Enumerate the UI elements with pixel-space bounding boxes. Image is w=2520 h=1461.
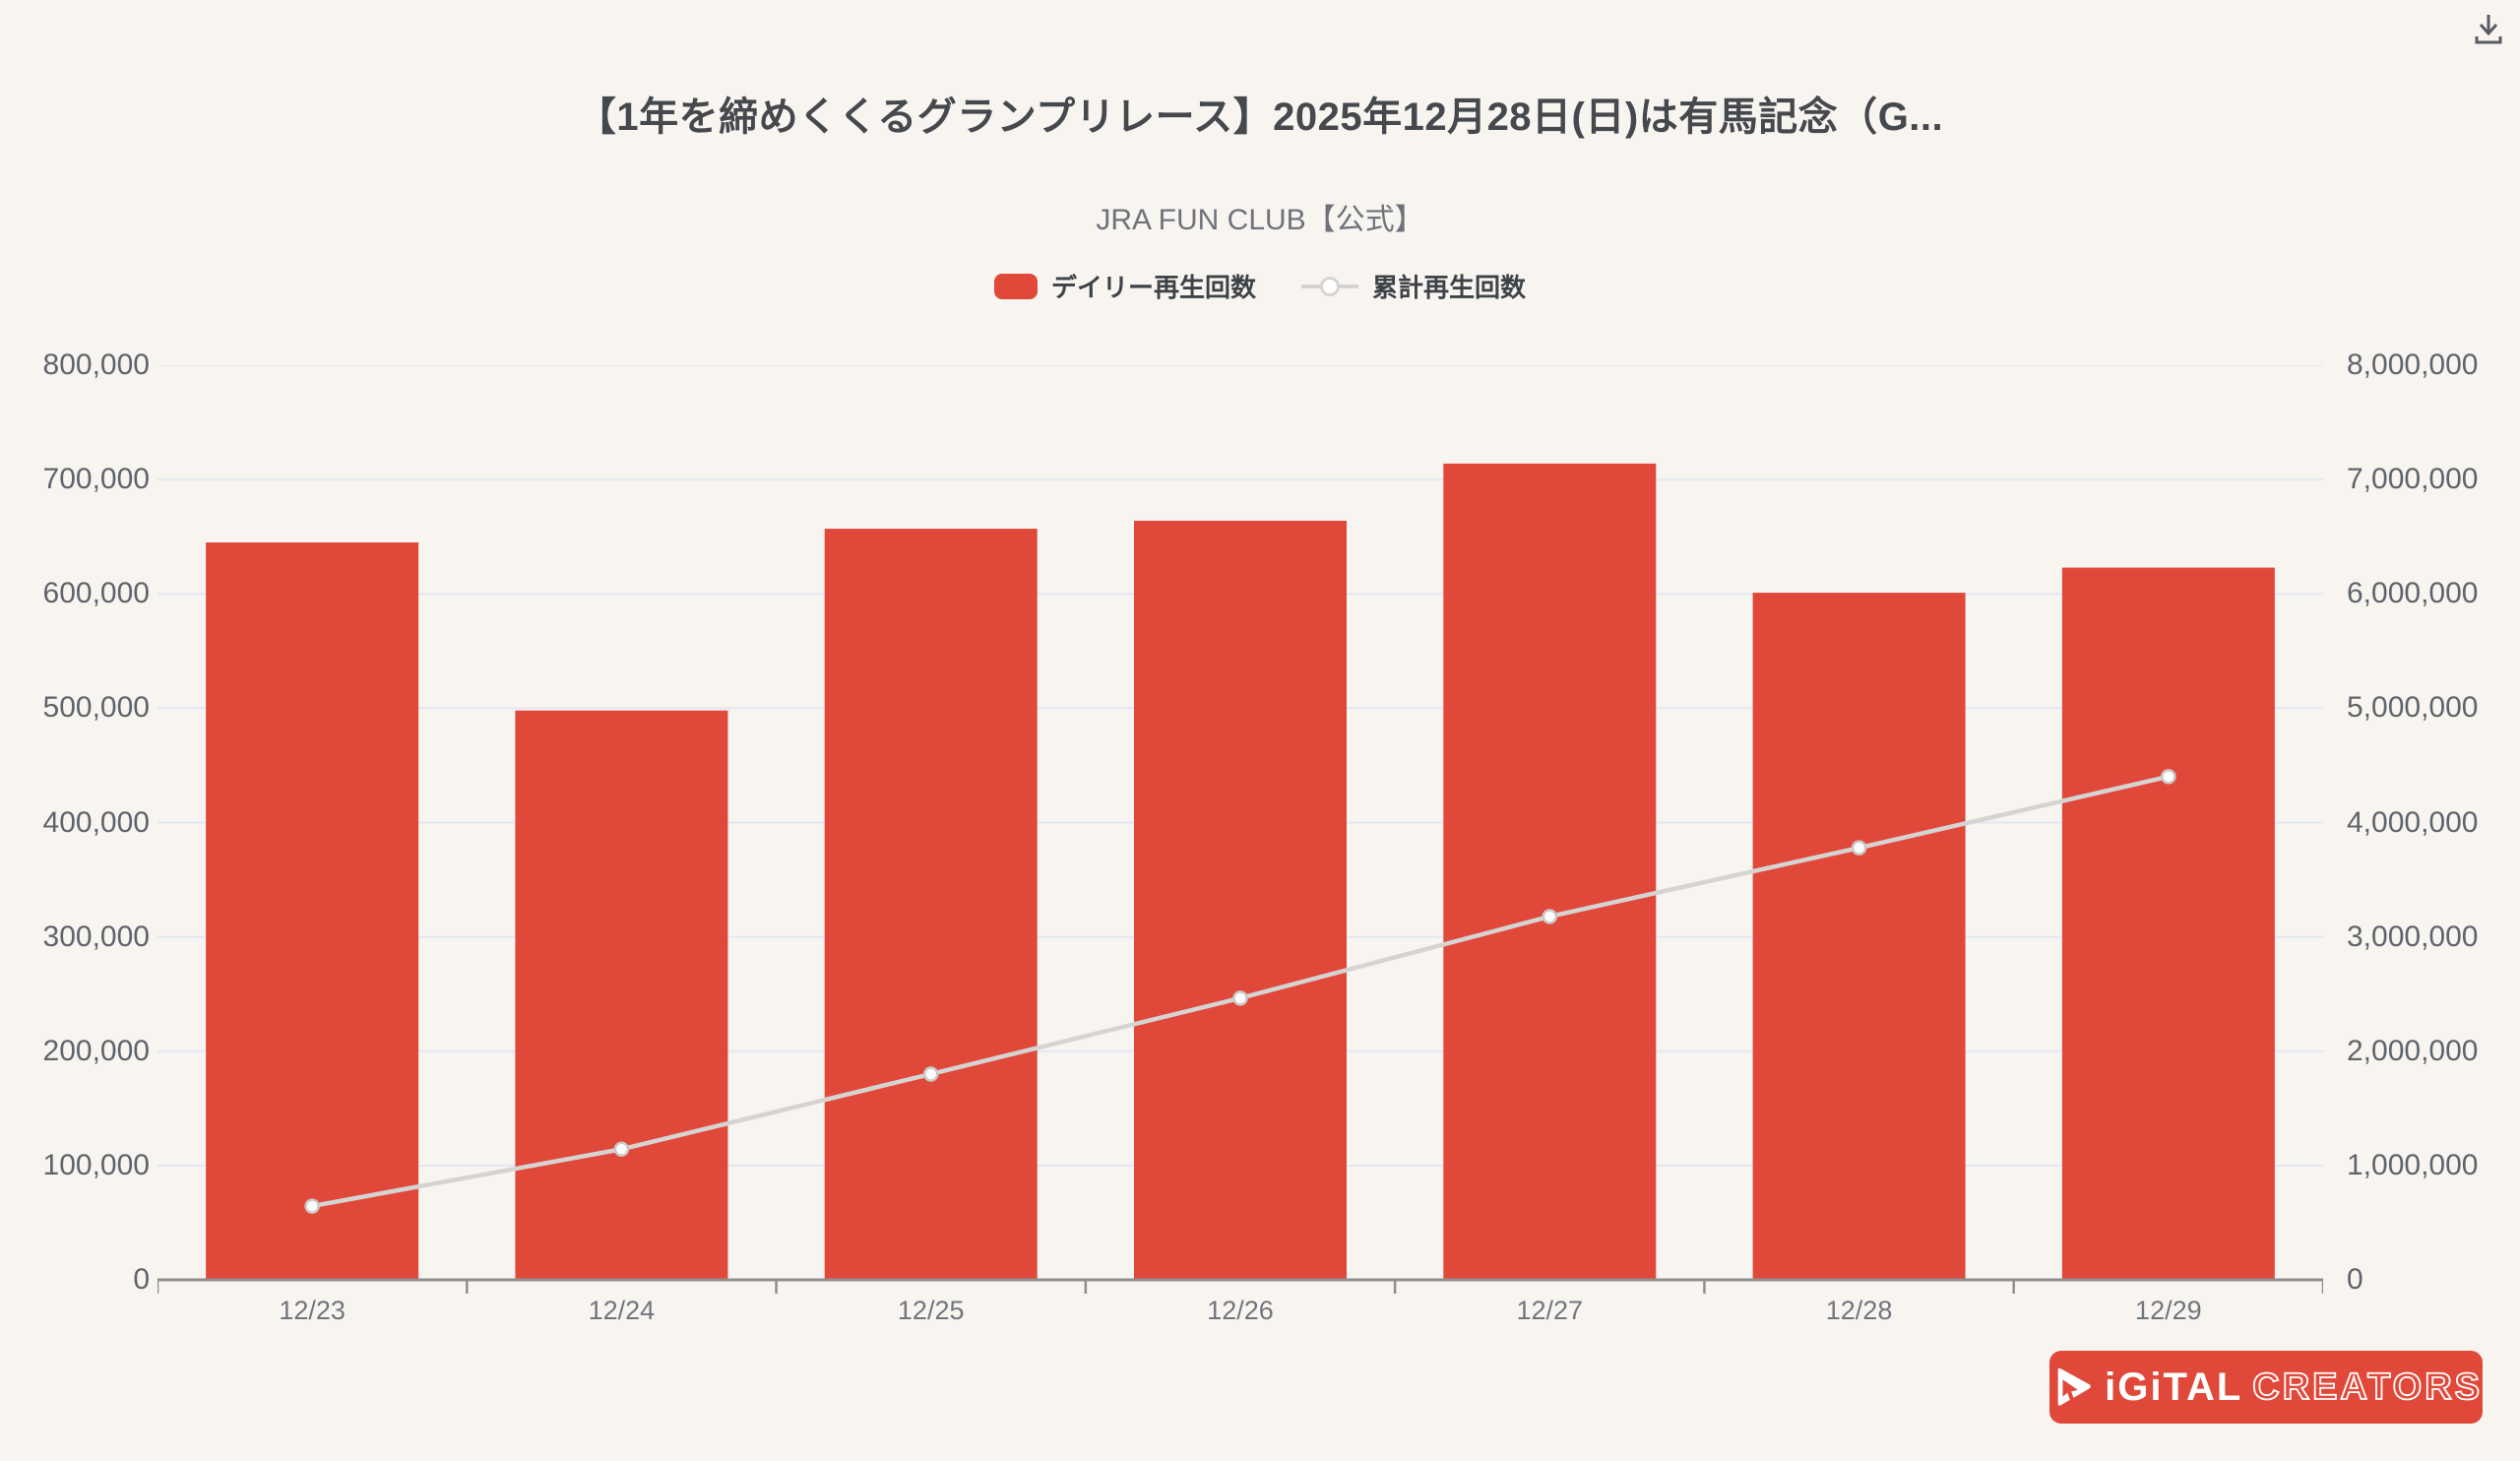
x-tick-12/26: 12/26	[1207, 1296, 1274, 1325]
channel-name: JRA FUN CLUB【公式】	[1096, 204, 1424, 236]
left-y-axis: 0 100,000 200,000 300,000 400,000 500,000 600,…	[0, 349, 150, 1296]
right-tick-6,000,000: 6,000,000	[2347, 577, 2479, 610]
left-tick-800,000: 800,000	[42, 349, 150, 381]
x-tick-12/23: 12/23	[279, 1296, 346, 1325]
daily-bar-12/26[interactable]	[1134, 520, 1347, 1280]
left-tick-500,000: 500,000	[42, 691, 150, 725]
right-tick-0: 0	[2347, 1263, 2363, 1296]
cumulative-point-12/25[interactable]	[922, 1066, 939, 1082]
cumulative-point-12/26[interactable]	[1232, 990, 1248, 1006]
x-tick-12/29: 12/29	[2135, 1296, 2202, 1325]
x-tick-12/25: 12/25	[897, 1296, 965, 1325]
legend: デイリー再生回数 累計再生回数	[0, 268, 2520, 304]
left-tick-300,000: 300,000	[42, 920, 150, 953]
legend-item-cumulative[interactable]: 累計再生回数	[1301, 268, 1526, 304]
chart-plot-area	[158, 365, 2323, 1294]
logo-text-outline: CREATORS	[2251, 1366, 2483, 1409]
right-tick-7,000,000: 7,000,000	[2347, 463, 2479, 496]
left-tick-700,000: 700,000	[42, 463, 150, 496]
daily-bar-12/23[interactable]	[206, 541, 419, 1280]
cumulative-point-12/29[interactable]	[2161, 769, 2176, 785]
logo-text-solid: iGiTAL	[2105, 1365, 2243, 1409]
left-tick-200,000: 200,000	[42, 1034, 150, 1067]
legend-daily-label: デイリー再生回数	[1050, 273, 1256, 302]
download-icon	[2475, 15, 2502, 44]
x-axis-labels: 12/23 12/24 12/25 12/26 12/27 12/28 12/29	[158, 1296, 2323, 1335]
legend-item-daily[interactable]: デイリー再生回数	[993, 268, 1256, 304]
legend-cumulative-label: 累計再生回数	[1372, 273, 1527, 302]
download-button[interactable]	[2467, 8, 2510, 51]
right-tick-3,000,000: 3,000,000	[2347, 920, 2479, 953]
left-tick-400,000: 400,000	[42, 805, 150, 839]
x-tick-12/24: 12/24	[588, 1296, 656, 1325]
cumulative-point-12/28[interactable]	[1851, 840, 1867, 856]
right-tick-5,000,000: 5,000,000	[2347, 691, 2479, 725]
cumulative-point-12/27[interactable]	[1542, 909, 1558, 924]
x-tick-12/28: 12/28	[1825, 1296, 1893, 1325]
digital-creators-logo: iGiTAL CREATORS	[2049, 1351, 2483, 1424]
legend-line-marker	[1301, 276, 1358, 296]
right-tick-4,000,000: 4,000,000	[2347, 805, 2479, 839]
cumulative-point-12/23[interactable]	[304, 1198, 320, 1214]
right-tick-1,000,000: 1,000,000	[2347, 1148, 2479, 1181]
right-tick-2,000,000: 2,000,000	[2347, 1034, 2479, 1067]
legend-circle-marker	[1320, 276, 1340, 296]
right-y-axis: 0 1,000,000 2,000,000 3,000,000 4,000,000 5,0…	[2347, 349, 2520, 1296]
left-tick-600,000: 600,000	[42, 577, 150, 610]
daily-bar-12/29[interactable]	[2061, 567, 2275, 1280]
play-cursor-icon	[2057, 1367, 2091, 1406]
left-tick-100,000: 100,000	[42, 1148, 150, 1181]
daily-bar-12/24[interactable]	[515, 710, 728, 1280]
left-tick-0: 0	[133, 1263, 150, 1296]
right-tick-8,000,000: 8,000,000	[2347, 349, 2479, 381]
daily-bar-12/28[interactable]	[1752, 593, 1966, 1280]
chart-title: 【1年を締めくくるグランプリレース】2025年12月28日(日)は有馬記念（G.…	[576, 95, 1944, 139]
legend-bar-swatch	[993, 273, 1038, 299]
cumulative-point-12/24[interactable]	[613, 1141, 630, 1158]
x-tick-12/27: 12/27	[1516, 1296, 1584, 1325]
daily-bar-12/25[interactable]	[824, 529, 1038, 1280]
daily-bar-12/27[interactable]	[1443, 463, 1657, 1280]
